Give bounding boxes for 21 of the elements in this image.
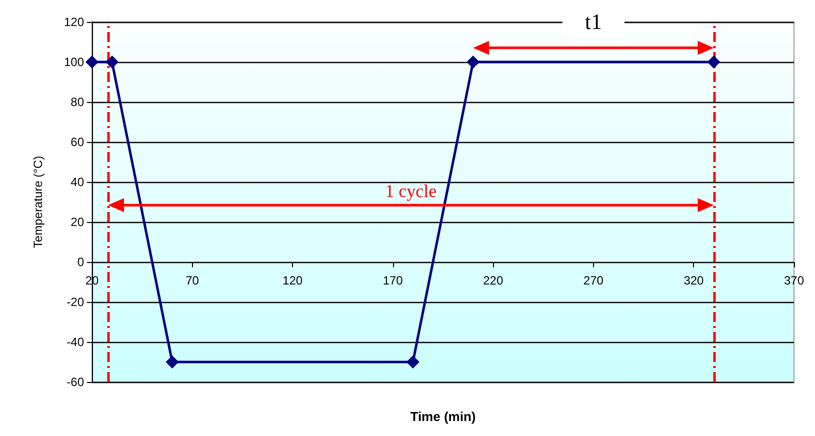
y-tick-label: 60	[70, 135, 84, 149]
x-tick-label: 370	[784, 273, 804, 288]
annotation: t1	[562, 9, 624, 34]
y-tick-label: -60	[66, 375, 84, 389]
x-tick-label: 220	[483, 273, 504, 288]
y-axis-title: Temperature (°C)	[31, 156, 45, 248]
y-tick-label: 20	[70, 215, 84, 229]
y-tick-label: -40	[66, 335, 84, 349]
x-tick-label: 320	[684, 273, 704, 288]
y-tick-label: -20	[66, 295, 84, 309]
y-tick-label: 0	[77, 255, 84, 269]
y-tick-label: 40	[70, 175, 84, 189]
x-tick-label: 70	[186, 273, 200, 288]
y-tick-label: 120	[64, 15, 84, 29]
x-axis-title: Time (min)	[410, 409, 476, 424]
x-tick-label: 270	[583, 273, 604, 288]
y-tick-label: 80	[70, 95, 84, 109]
x-tick-label: 120	[282, 273, 303, 288]
y-tick-label: 100	[64, 55, 84, 69]
annotation: 1 cycle	[385, 181, 437, 202]
x-tick-label: 170	[382, 273, 404, 288]
